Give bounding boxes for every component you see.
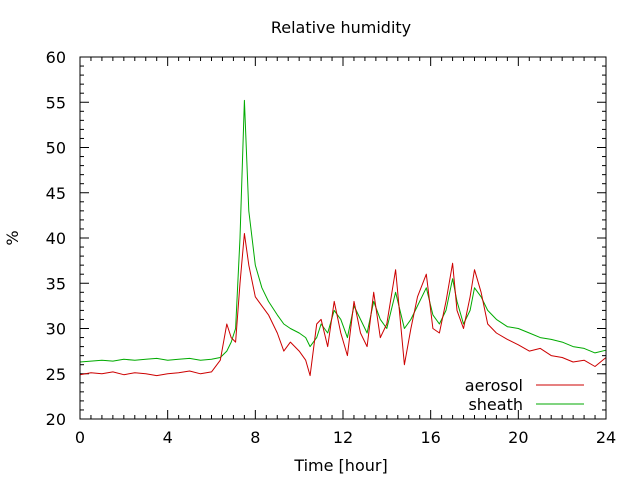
x-axis-label: Time [hour]	[293, 456, 387, 475]
y-tick-label: 45	[46, 184, 66, 203]
y-tick-label: 25	[46, 365, 66, 384]
x-tick-label: 4	[163, 428, 173, 447]
x-tick-label: 16	[420, 428, 440, 447]
y-tick-label: 20	[46, 410, 66, 429]
x-tick-label: 24	[596, 428, 616, 447]
x-tick-label: 12	[333, 428, 353, 447]
y-tick-label: 50	[46, 139, 66, 158]
series-line-sheath	[79, 99, 607, 363]
plot-frame	[79, 56, 607, 420]
series-line-aerosol	[79, 233, 607, 377]
y-axis-label: %	[3, 230, 22, 245]
x-tick-label: 20	[508, 428, 528, 447]
plot-series	[79, 99, 607, 377]
y-tick-label: 35	[46, 274, 66, 293]
x-tick-label: 8	[250, 428, 260, 447]
y-axis: 20 25 30 35 40 45 50 55 60	[46, 48, 606, 429]
y-tick-label: 30	[46, 320, 66, 339]
x-tick-label: 0	[75, 428, 85, 447]
y-tick-label: 60	[46, 48, 66, 67]
x-axis: 0 4 8 12 16 20 24	[75, 57, 616, 447]
y-tick-label: 40	[46, 229, 66, 248]
legend-label: aerosol	[465, 376, 523, 395]
legend-label: sheath	[468, 395, 523, 414]
y-tick-label: 55	[46, 93, 66, 112]
chart-title: Relative humidity	[271, 18, 411, 37]
